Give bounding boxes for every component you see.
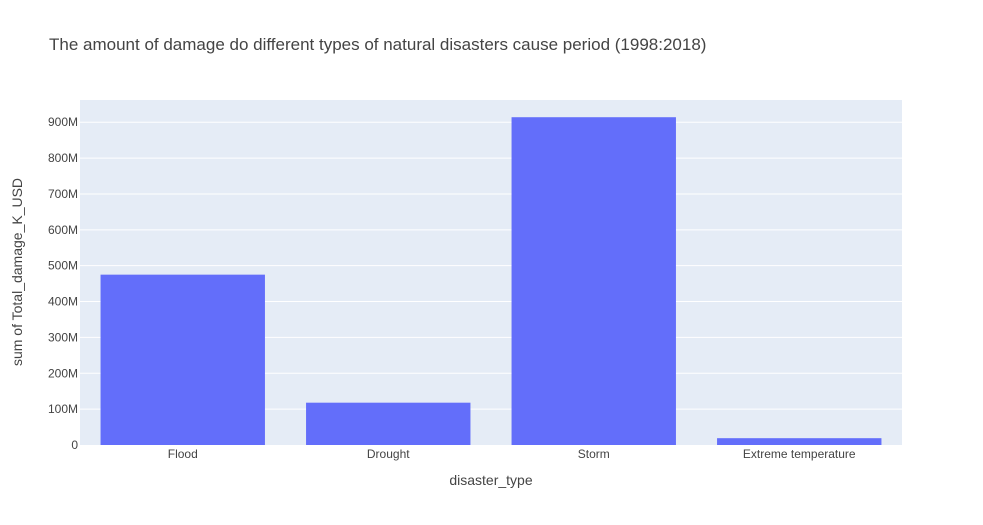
y-axis-ticks: 0 100M 200M 300M 400M 500M 600M 700M 800M 900M	[48, 115, 78, 452]
x-tick-label: Extreme temperature	[743, 447, 856, 461]
x-tick-label: Storm	[578, 447, 610, 461]
chart-title: The amount of damage do different types …	[49, 35, 706, 54]
y-axis-title: sum of Total_damage_K_USD	[9, 178, 25, 366]
y-tick-label: 200M	[48, 366, 78, 380]
x-tick-label: Drought	[367, 447, 410, 461]
y-tick-label: 500M	[48, 259, 78, 273]
bar-drought	[306, 402, 471, 445]
y-tick-label: 900M	[48, 115, 78, 129]
x-tick-label: Flood	[168, 447, 198, 461]
bars	[100, 117, 882, 445]
x-axis-ticks: Flood Drought Storm Extreme temperature	[168, 447, 856, 461]
x-axis-title: disaster_type	[449, 472, 532, 488]
y-tick-label: 600M	[48, 223, 78, 237]
y-tick-label: 100M	[48, 402, 78, 416]
y-tick-label: 800M	[48, 151, 78, 165]
y-tick-label: 400M	[48, 295, 78, 309]
y-tick-label: 0	[71, 438, 78, 452]
bar-extreme-temperature	[717, 438, 882, 445]
bar-flood	[100, 274, 265, 445]
y-tick-label: 300M	[48, 330, 78, 344]
bar-storm	[511, 117, 676, 445]
y-tick-label: 700M	[48, 187, 78, 201]
